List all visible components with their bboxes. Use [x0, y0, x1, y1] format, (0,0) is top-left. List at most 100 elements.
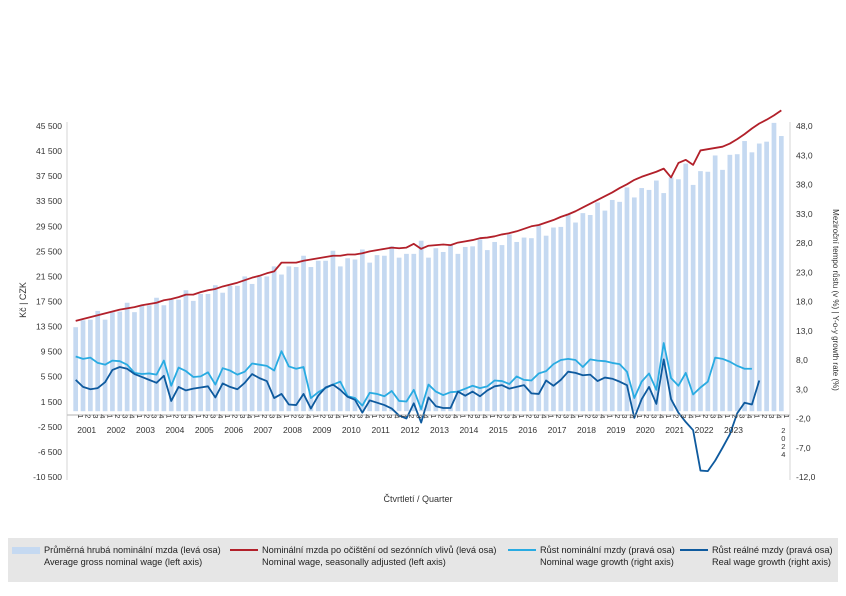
quarter-tick-label: 4: [686, 414, 695, 418]
year-tick-label-vertical: 4: [781, 450, 785, 459]
wage-bar: [778, 136, 784, 412]
wage-bar: [602, 210, 608, 412]
quarter-tick-label: 4: [98, 414, 107, 418]
right-tick-label: -2,0: [796, 414, 811, 424]
year-tick-label: 2014: [459, 425, 478, 435]
quarter-tick-label: 4: [569, 414, 578, 418]
wage-bar: [543, 235, 549, 412]
quarter-tick-label: 1: [488, 414, 497, 418]
quarter-tick-label: 1: [635, 414, 644, 418]
wage-bar: [242, 276, 248, 412]
wage-bar: [551, 227, 556, 412]
legend-label-en: Nominal wage growth (right axis): [540, 557, 674, 567]
quarter-tick-label: 4: [627, 414, 636, 418]
right-tick-label: -7,0: [796, 443, 811, 453]
quarter-tick-label: 4: [657, 414, 666, 418]
quarter-tick-label: 1: [547, 414, 556, 418]
left-tick-label: 33 500: [36, 196, 62, 206]
wage-bar: [631, 197, 637, 412]
wage-bar: [507, 234, 512, 412]
wage-bar: [448, 244, 453, 412]
legend: Průměrná hrubá nominální mzda (levá osa)…: [8, 538, 838, 582]
wage-bar: [146, 305, 152, 412]
wage-bar: [315, 260, 321, 412]
quarter-tick-label: 1: [576, 414, 585, 418]
quarter-tick-label: 3: [297, 414, 306, 418]
quarter-tick-label: 1: [370, 414, 379, 418]
wage-bar: [529, 238, 534, 412]
wage-bar: [455, 253, 461, 412]
quarter-tick-label: 4: [539, 414, 548, 418]
wage-bar: [668, 177, 674, 412]
quarter-tick-label: 1: [752, 414, 761, 418]
legend-label-cz: Průměrná hrubá nominální mzda (levá osa): [44, 545, 221, 555]
wage-bar: [190, 300, 196, 412]
legend-label-cz: Růst reálné mzdy (pravá osa): [712, 545, 833, 555]
right-tick-label: 3,0: [796, 384, 808, 394]
year-tick-label: 2016: [518, 425, 537, 435]
year-tick-label-vertical: 2: [781, 426, 785, 435]
quarter-tick-label: 2: [142, 414, 151, 418]
right-tick-label: 43,0: [796, 150, 813, 160]
wage-bar: [382, 255, 387, 412]
wage-bar: [536, 225, 542, 412]
quarter-tick-label: 4: [275, 414, 284, 418]
legend-label-cz: Růst nominální mzdy (pravá osa): [540, 545, 675, 555]
quarter-tick-label: 3: [91, 414, 100, 418]
quarter-tick-label: 3: [179, 414, 188, 418]
wage-bar: [389, 246, 395, 412]
wage-bar: [168, 299, 174, 412]
wage-bar: [95, 310, 101, 412]
wage-bar: [367, 262, 373, 412]
quarter-tick-label: 3: [738, 414, 747, 418]
quarter-tick-label: 1: [164, 414, 173, 418]
wage-bar: [139, 305, 145, 412]
legend-swatch-real: [680, 549, 708, 551]
quarter-tick-label: 2: [407, 414, 416, 418]
quarter-tick-label: 3: [503, 414, 512, 418]
wage-bar: [646, 189, 652, 412]
real-growth-line: [75, 358, 761, 473]
wage-bar: [756, 143, 762, 412]
quarter-tick-label: 2: [319, 414, 328, 418]
quarter-tick-label: 1: [429, 414, 438, 418]
quarter-tick-label: 4: [422, 414, 431, 418]
wage-bar: [404, 253, 409, 412]
wage-bar: [661, 193, 667, 412]
year-tick-label-vertical: 2: [781, 442, 785, 451]
wage-bar: [205, 293, 211, 412]
year-tick-label: 2003: [136, 425, 155, 435]
wage-bar: [698, 171, 703, 412]
quarter-tick-label: 1: [135, 414, 144, 418]
wage-bar: [271, 266, 277, 412]
wage-bar: [462, 246, 468, 412]
wage-bar: [337, 266, 343, 412]
wage-bar: [749, 152, 755, 412]
year-tick-label: 2001: [77, 425, 96, 435]
x-axis-title: Čtvrtletí / Quarter: [383, 494, 452, 504]
wage-bar: [352, 259, 358, 412]
quarter-tick-label: 4: [245, 414, 254, 418]
quarter-tick-label: 2: [348, 414, 357, 418]
quarter-tick-label: 2: [231, 414, 240, 418]
quarter-tick-label: 3: [473, 414, 482, 418]
y-axis-left-title: Kč | CZK: [18, 282, 28, 318]
quarter-tick-label: 3: [414, 414, 423, 418]
quarter-tick-label: 3: [150, 414, 159, 418]
left-tick-label: 17 500: [36, 297, 62, 307]
wage-bar: [639, 188, 645, 412]
quarter-tick-label: 4: [304, 414, 313, 418]
quarter-tick-label: 1: [605, 414, 614, 418]
wage-bar: [742, 141, 747, 412]
year-tick-label: 2012: [401, 425, 420, 435]
wage-bar: [301, 255, 306, 412]
right-tick-label: 18,0: [796, 297, 813, 307]
quarter-tick-label: 1: [664, 414, 673, 418]
bar-series: [73, 122, 784, 412]
wage-bar: [293, 267, 299, 412]
wage-bar: [418, 240, 424, 412]
wage-bar: [617, 201, 622, 412]
quarter-tick-label: 3: [679, 414, 688, 418]
wage-bar: [110, 312, 115, 412]
